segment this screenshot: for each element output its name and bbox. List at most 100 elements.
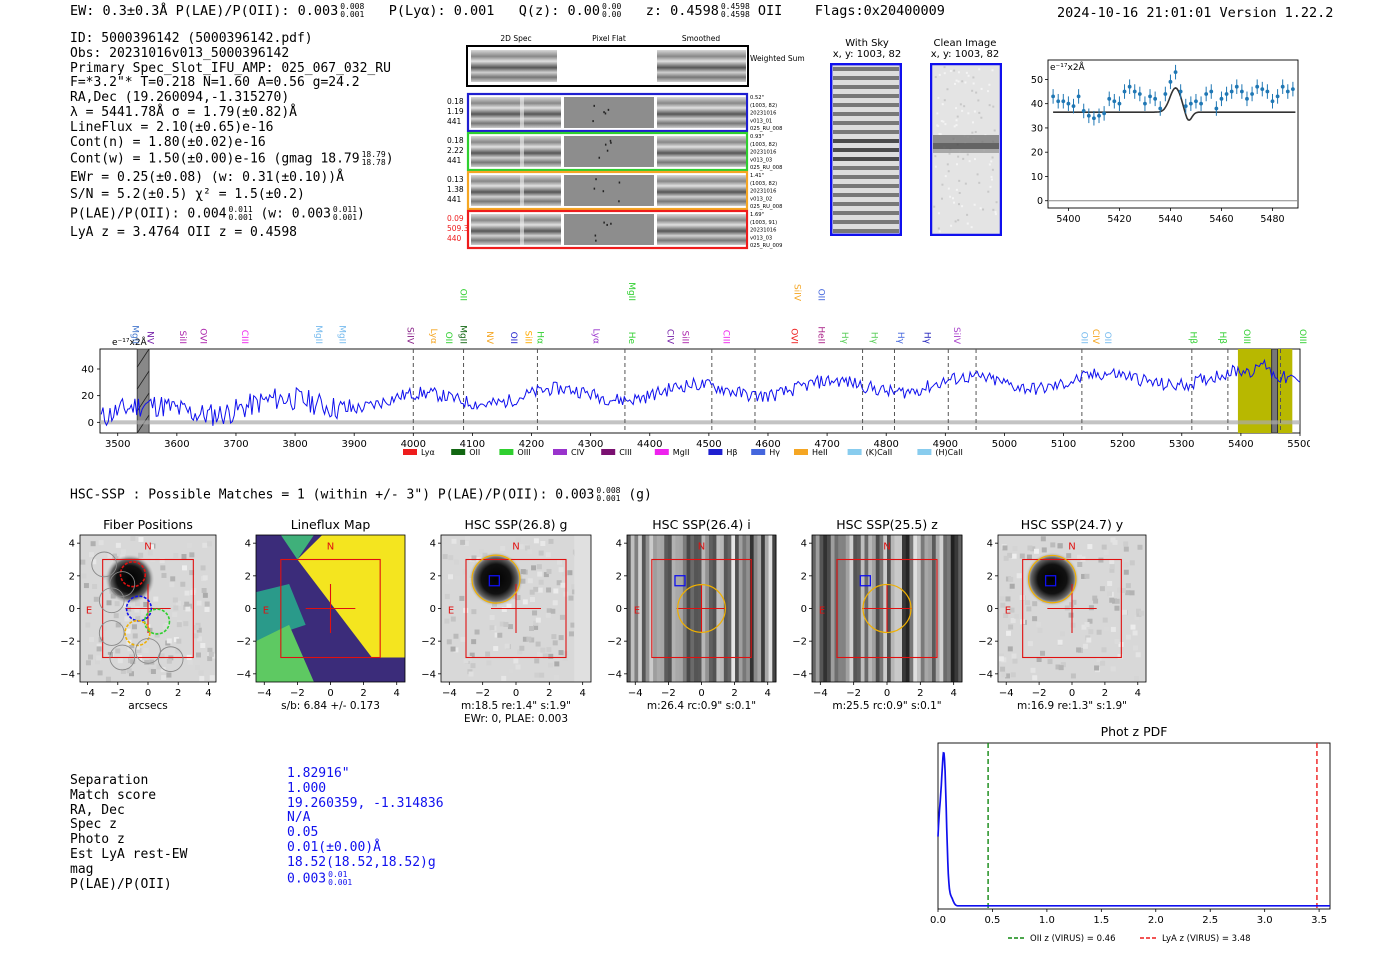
east-label: E (1005, 605, 1011, 616)
noise-pixel (1103, 549, 1109, 555)
noise-pixel (947, 187, 950, 190)
spec-row-pixelflat (564, 136, 654, 167)
zoom-point (1163, 92, 1168, 96)
noise-pixel (202, 575, 208, 581)
sky-stripe (833, 76, 899, 80)
noise-pixel (207, 541, 213, 547)
noise-pixel (471, 555, 477, 561)
noise-pixel (128, 671, 134, 677)
sky-stripe (833, 157, 899, 161)
spec-row-left-label: 1.19 (447, 107, 464, 116)
pixelflat-speck (610, 222, 612, 225)
sky-stripe (833, 103, 899, 107)
noise-pixel (208, 651, 214, 657)
hsc-xtick-label: 2 (1102, 688, 1108, 699)
noise-pixel (533, 620, 539, 626)
noise-pixel (459, 595, 465, 601)
noise-pixel (1040, 650, 1046, 656)
legend-label: OII (469, 448, 480, 457)
hsc-xtick-label: −2 (1032, 688, 1047, 699)
spec-row-hotcol (520, 214, 524, 245)
noise-pixel (533, 624, 539, 630)
noise-pixel (1026, 554, 1032, 560)
noise-pixel (1129, 590, 1135, 596)
hsc-ytick-label: 4 (616, 539, 622, 550)
noise-pixel (995, 201, 998, 204)
noise-pixel (113, 613, 119, 619)
hsc-xtick-label: 4 (765, 688, 771, 699)
noise-pixel (554, 661, 560, 667)
hsc-panels: N E −4 −4 −2 −2 0 0 2 2 4 4 Fiber Positions arcsecs N E… (60, 517, 1147, 725)
noise-pixel (1123, 562, 1129, 568)
zoom-point (1239, 89, 1244, 94)
match-box (1022, 558, 1122, 659)
noise-pixel (1068, 612, 1074, 618)
noise-pixel (114, 601, 120, 607)
noise-pixel (184, 590, 190, 596)
zoom-point (1260, 87, 1265, 92)
no-data-region (574, 535, 591, 682)
noise-pixel (1117, 653, 1123, 659)
hsc-xtick-label: 2 (731, 688, 737, 699)
stripe-column (913, 535, 918, 682)
zoom-point (1285, 89, 1290, 94)
hsc-xtick-label: 2 (360, 688, 366, 699)
legend-swatch (847, 449, 862, 455)
pixelflat-speck (593, 104, 595, 107)
noise-pixel (546, 647, 552, 653)
spec-row-pixelflat (564, 97, 654, 128)
zoom-point (1270, 99, 1275, 104)
noise-pixel (958, 179, 961, 182)
noise-pixel (200, 642, 206, 648)
legend-label: Lyα (421, 448, 435, 457)
hsc-ytick-label: −4 (607, 669, 622, 680)
stripe-column (742, 535, 747, 682)
zoom-point (1127, 84, 1132, 89)
pixelflat-speck (606, 223, 608, 226)
noise-pixel (455, 575, 461, 581)
hsc-panel-caption: m:26.4 rc:0.9" s:0.1" (647, 700, 756, 712)
noise-pixel (494, 632, 500, 638)
noise-pixel (1109, 564, 1115, 570)
noise-pixel (460, 539, 466, 545)
stripe-column (827, 535, 832, 682)
noise-pixel (534, 658, 540, 664)
noise-pixel (943, 99, 946, 102)
noise-pixel (1064, 605, 1070, 611)
spec-row-left-label: 441 (447, 117, 462, 126)
noise-pixel (1123, 569, 1129, 575)
noise-pixel (1019, 553, 1025, 559)
stripe-column (764, 535, 770, 682)
noise-pixel (96, 646, 102, 652)
hsc-ytick-label: 0 (430, 604, 436, 615)
line-id-label: Hβ (1217, 331, 1227, 344)
hsc-xtick-label: 2 (917, 688, 923, 699)
noise-pixel (955, 119, 958, 122)
zoom-point (1143, 101, 1147, 106)
spectrum-xtick-label: 5200 (1110, 439, 1135, 450)
match-labels: Separation Match score RA, Dec Spec z Ph… (70, 773, 187, 892)
line-id-label: OVI (198, 328, 208, 344)
line-id-label: SiIV (792, 284, 802, 302)
spec-row-left-label: 0.13 (447, 175, 464, 184)
detect-id: ID: 5000396142 (5000396142.pdf) (70, 31, 313, 46)
noise-pixel (504, 643, 510, 649)
north-label: N (327, 542, 334, 553)
hsc-ytick-label: 2 (616, 571, 622, 582)
lineflux-mid (280, 535, 314, 560)
noise-pixel (562, 651, 568, 657)
legend-label: MgII (673, 448, 690, 457)
noise-pixel (207, 647, 213, 653)
line-id-label: MgII (313, 325, 323, 344)
galaxy (1025, 552, 1079, 606)
line-id-label: SiII (177, 330, 187, 344)
noise-pixel (1040, 536, 1046, 542)
spectrum-xtick-label: 5400 (1228, 439, 1253, 450)
zoom-point (1076, 94, 1081, 99)
spec-row-left-label: 441 (447, 195, 462, 204)
spectrum-xtick-label: 4700 (814, 439, 839, 450)
noise-pixel (1081, 624, 1087, 630)
spec-row-left-label: 441 (447, 156, 462, 165)
legend-label: (H)CaII (935, 448, 962, 457)
noise-pixel (134, 607, 140, 613)
